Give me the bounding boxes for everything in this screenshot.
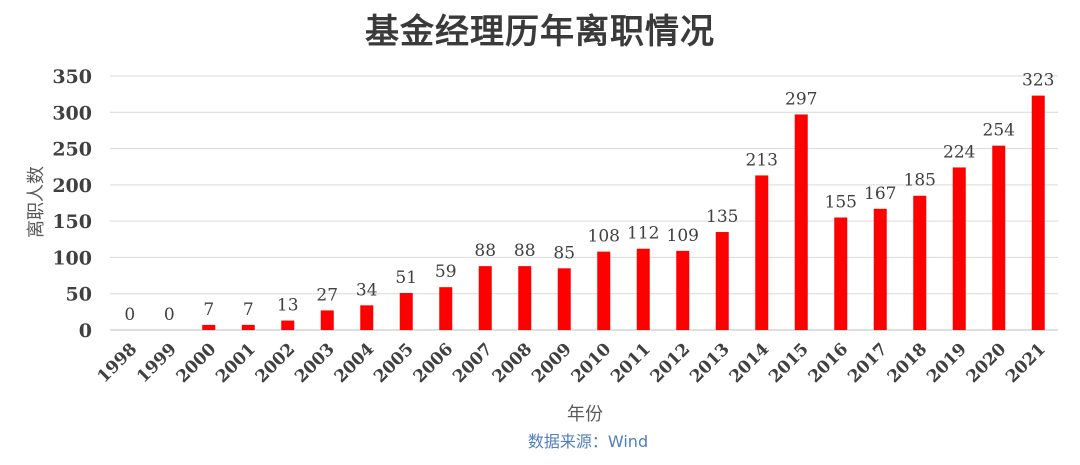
data-label-2004: 34 xyxy=(356,280,378,300)
x-tick-label-2014: 2014 xyxy=(726,339,774,387)
bars xyxy=(202,95,1045,330)
y-tick-label: 350 xyxy=(52,66,92,88)
data-label-2009: 85 xyxy=(553,243,575,263)
bar-2019 xyxy=(952,167,966,330)
bar-2016 xyxy=(834,217,848,330)
x-tick-label-2003: 2003 xyxy=(291,339,339,387)
bar-2007 xyxy=(478,266,492,330)
gridlines xyxy=(110,75,1058,331)
y-tick-label: 200 xyxy=(52,175,92,197)
x-tick-label-2007: 2007 xyxy=(449,339,497,387)
bar-2004 xyxy=(360,305,374,330)
bar-2017 xyxy=(873,208,887,330)
x-tick-label-2020: 2020 xyxy=(963,339,1011,387)
bar-2014 xyxy=(755,175,769,330)
bar-2001 xyxy=(241,324,255,330)
x-tick-label-2017: 2017 xyxy=(844,339,892,387)
x-tick-label-2019: 2019 xyxy=(923,339,971,387)
y-tick-label: 50 xyxy=(66,284,92,306)
data-label-2002: 13 xyxy=(277,296,299,316)
x-tick-label-2002: 2002 xyxy=(252,339,300,387)
data-label-2012: 109 xyxy=(667,226,699,246)
x-tick-label-1998: 1998 xyxy=(94,339,142,387)
data-label-2008: 88 xyxy=(514,241,536,261)
y-tick-label: 100 xyxy=(52,247,92,269)
x-axis-title: 年份 xyxy=(567,404,603,425)
x-tick-label-2000: 2000 xyxy=(173,339,221,387)
data-label-2014: 213 xyxy=(746,150,778,170)
data-label-2007: 88 xyxy=(474,241,496,261)
data-label-2019: 224 xyxy=(943,142,975,162)
bar-2008 xyxy=(518,266,532,330)
x-tick-label-2006: 2006 xyxy=(410,339,458,387)
x-tick-label-2008: 2008 xyxy=(489,339,537,387)
data-label-2018: 185 xyxy=(904,171,936,191)
bar-2000 xyxy=(202,324,216,330)
data-label-1998: 0 xyxy=(124,305,135,325)
x-tick-label-2018: 2018 xyxy=(884,339,932,387)
bar-2011 xyxy=(636,248,650,330)
bar-2012 xyxy=(676,250,690,330)
x-tick-label-2016: 2016 xyxy=(805,339,853,387)
data-label-1999: 0 xyxy=(164,305,175,325)
bar-2009 xyxy=(557,268,571,330)
bar-2002 xyxy=(281,320,295,330)
x-tick-label-2012: 2012 xyxy=(647,339,695,387)
data-label-2016: 155 xyxy=(825,193,857,213)
x-tick-label-2001: 2001 xyxy=(212,339,260,387)
data-label-2015: 297 xyxy=(785,89,817,109)
y-tick-label: 300 xyxy=(52,102,92,124)
source-note: 数据来源：Wind xyxy=(528,432,648,451)
bar-2003 xyxy=(320,310,334,330)
x-tick-label-2011: 2011 xyxy=(607,339,655,387)
x-tick-label-1999: 1999 xyxy=(133,339,181,387)
data-label-2005: 51 xyxy=(395,268,417,288)
data-label-2001: 7 xyxy=(243,300,254,320)
data-label-2017: 167 xyxy=(864,184,896,204)
bar-2018 xyxy=(913,195,927,330)
x-tick-label-2021: 2021 xyxy=(1002,339,1050,387)
y-tick-label: 250 xyxy=(52,139,92,161)
x-tick-label-2015: 2015 xyxy=(765,339,813,387)
chart-title: 基金经理历年离职情况 xyxy=(365,12,715,52)
x-axis-ticks: 1998199920002001200220032004200520062007… xyxy=(94,339,1050,387)
y-axis-title: 离职人数 xyxy=(26,166,47,238)
data-label-2013: 135 xyxy=(706,207,738,227)
y-tick-label: 0 xyxy=(79,320,92,342)
x-tick-label-2013: 2013 xyxy=(686,339,734,387)
bar-2021 xyxy=(1031,95,1045,330)
data-label-2021: 323 xyxy=(1022,71,1054,91)
data-label-2020: 254 xyxy=(983,121,1015,141)
bar-2005 xyxy=(399,292,413,330)
data-label-2003: 27 xyxy=(316,285,338,305)
y-tick-label: 150 xyxy=(52,211,92,233)
data-label-2011: 112 xyxy=(627,224,659,244)
data-label-2006: 59 xyxy=(435,262,457,282)
x-tick-label-2009: 2009 xyxy=(528,339,576,387)
bar-2015 xyxy=(794,114,808,330)
bar-2020 xyxy=(992,145,1006,330)
data-labels: 0 0 7 7 13 27 34 51 59 88 88 85 108 112 109 135 213 297 15… xyxy=(124,71,1054,325)
y-axis-ticks: 0 50 100 150 200 250 300 350 xyxy=(52,66,92,342)
x-tick-label-2010: 2010 xyxy=(568,339,616,387)
data-label-2000: 7 xyxy=(203,300,214,320)
bar-2010 xyxy=(597,251,611,330)
bar-2013 xyxy=(715,232,729,330)
data-label-2010: 108 xyxy=(588,227,620,247)
bar-2006 xyxy=(439,287,453,330)
x-tick-label-2005: 2005 xyxy=(370,339,418,387)
x-tick-label-2004: 2004 xyxy=(331,339,379,387)
